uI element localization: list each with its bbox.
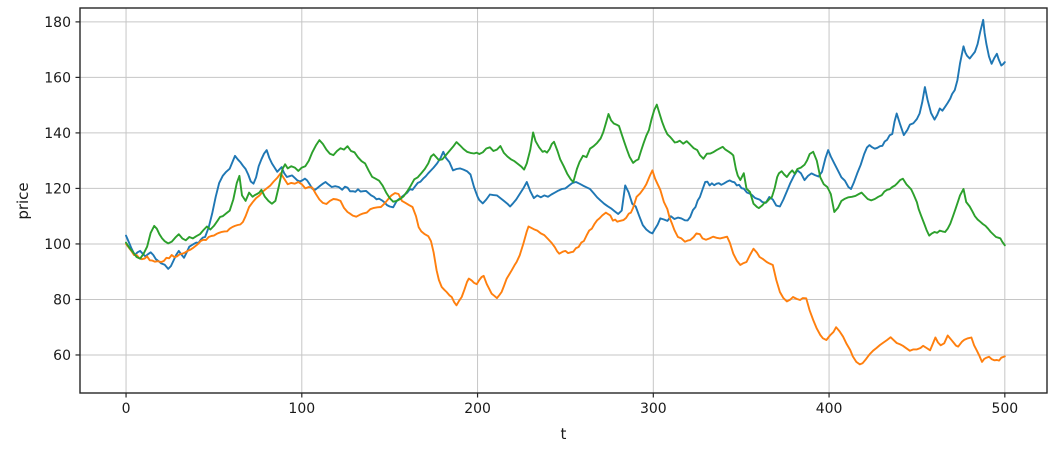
y-tick-label: 100 bbox=[44, 237, 71, 253]
plot-border bbox=[79, 7, 1048, 394]
series-line-green bbox=[125, 103, 1006, 260]
x-axis-label: t bbox=[560, 425, 567, 443]
y-tick-label: 140 bbox=[44, 126, 71, 142]
x-tick-label: 100 bbox=[288, 401, 315, 417]
y-tick-label: 120 bbox=[44, 181, 71, 197]
x-tick-label: 200 bbox=[464, 401, 491, 417]
y-tick-label: 80 bbox=[53, 292, 71, 308]
x-tick-label: 0 bbox=[122, 401, 131, 417]
y-tick-label: 160 bbox=[44, 70, 71, 86]
series-line-blue bbox=[125, 18, 1006, 270]
y-tick-label: 180 bbox=[44, 15, 71, 31]
x-tick-label: 300 bbox=[640, 401, 667, 417]
y-axis-label: price bbox=[14, 182, 32, 220]
x-tick-label: 400 bbox=[816, 401, 843, 417]
series-line-orange bbox=[125, 169, 1006, 366]
x-tick-label: 500 bbox=[991, 401, 1018, 417]
y-tick-label: 60 bbox=[53, 348, 71, 364]
